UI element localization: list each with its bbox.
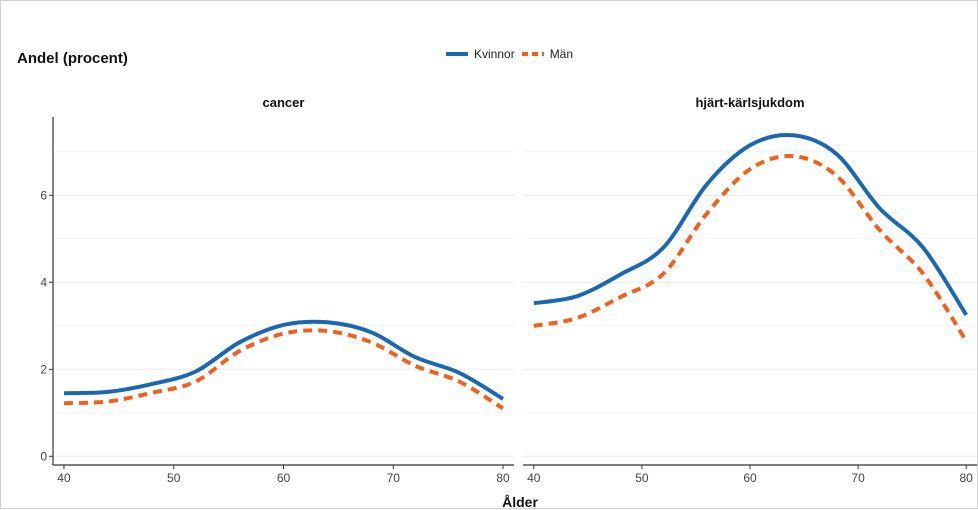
x-tick-label-0-4: 80 bbox=[496, 471, 510, 485]
x-tick-label-1-0: 40 bbox=[527, 471, 541, 485]
legend-label-kvinnor: Kvinnor bbox=[474, 47, 515, 61]
legend-label-man: Män bbox=[549, 47, 574, 61]
series-line-0-0 bbox=[63, 319, 505, 401]
x-tick-label-1-2: 60 bbox=[743, 471, 757, 485]
legend-key-kvinnor bbox=[446, 52, 468, 56]
panel-title-1: hjärt-kärlsjukdom bbox=[695, 95, 804, 110]
x-tick-label-1-4: 80 bbox=[960, 471, 974, 485]
legend-item-kvinnor: Kvinnor bbox=[445, 47, 515, 61]
x-tick-label-1-3: 70 bbox=[851, 471, 865, 485]
legend: Kvinnor Män bbox=[445, 44, 579, 64]
y-tick-label-2: 4 bbox=[40, 275, 47, 289]
series-line-0-1 bbox=[63, 328, 505, 411]
x-tick-label-0-2: 60 bbox=[277, 471, 291, 485]
x-tick-label-1-1: 50 bbox=[635, 471, 649, 485]
panel-title-0: cancer bbox=[263, 95, 305, 110]
legend-key-man bbox=[521, 52, 544, 56]
series-line-1-1 bbox=[533, 153, 968, 343]
legend-item-man: Män bbox=[521, 47, 573, 61]
x-axis-label: Ålder bbox=[502, 494, 538, 510]
x-tick-label-0-3: 70 bbox=[387, 471, 401, 485]
x-tick-label-0-1: 50 bbox=[167, 471, 181, 485]
y-tick-label-1: 2 bbox=[40, 362, 47, 376]
y-tick-label-0: 0 bbox=[40, 449, 47, 463]
x-tick-label-0-0: 40 bbox=[57, 471, 71, 485]
series-line-1-0 bbox=[533, 132, 968, 316]
y-axis-label: Andel (procent) bbox=[17, 50, 128, 67]
y-tick-label-3: 6 bbox=[40, 188, 47, 202]
